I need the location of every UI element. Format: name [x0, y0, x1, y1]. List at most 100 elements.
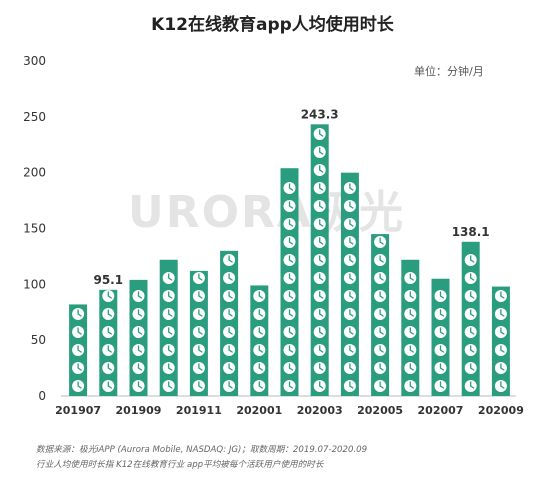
bar-202006 — [401, 259, 420, 396]
bar-202001 — [250, 285, 269, 396]
clock-hands — [228, 291, 233, 299]
x-tick-label: 202003 — [297, 404, 343, 417]
bar-201912 — [220, 250, 239, 396]
x-tick-label: 202005 — [357, 404, 403, 417]
clock-hands — [319, 183, 324, 191]
clock-hands — [77, 363, 82, 371]
clock-hands — [77, 345, 82, 353]
x-tick-label: 201909 — [116, 404, 162, 417]
clock-hands — [168, 309, 173, 317]
clock-hands — [379, 237, 384, 245]
y-tick-label: 50 — [31, 333, 46, 347]
y-tick-label: 250 — [23, 110, 46, 124]
clock-hands — [379, 381, 384, 389]
clock-hands — [319, 165, 324, 173]
clock-hands — [107, 381, 112, 389]
clock-hands — [319, 363, 324, 371]
clock-hands — [288, 345, 294, 353]
clock-hands — [137, 363, 143, 371]
clock-hands — [198, 345, 203, 353]
x-tick-label: 202009 — [478, 404, 524, 417]
clock-hands — [137, 345, 143, 353]
clock-hands — [439, 309, 445, 317]
clock-hands — [379, 255, 384, 263]
bar-201907 — [69, 304, 88, 396]
clock-hands — [319, 129, 324, 137]
clock-hands — [470, 273, 475, 281]
clock-hands — [228, 381, 233, 389]
clock-hands — [409, 309, 414, 317]
clock-hands — [288, 237, 294, 245]
data-label: 243.3 — [301, 107, 339, 121]
clock-hands — [137, 327, 143, 335]
clock-hands — [439, 363, 445, 371]
clock-hands — [107, 345, 112, 353]
clock-hands — [168, 273, 173, 281]
clock-hands — [168, 291, 173, 299]
clock-hands — [470, 381, 475, 389]
clock-hands — [349, 219, 354, 227]
footnote-definition: 行业人均使用时长指 K12在线教育行业 app平均被每个活跃用户使用的时长 — [36, 460, 324, 470]
clock-hands — [288, 309, 294, 317]
y-tick-label: 0 — [38, 389, 46, 403]
clock-hands — [107, 363, 112, 371]
bar-202005 — [371, 234, 390, 396]
clock-hands — [349, 291, 354, 299]
clock-hands — [379, 273, 384, 281]
clock-hands — [258, 291, 263, 299]
clock-hands — [319, 273, 324, 281]
bar-201908 — [99, 289, 118, 396]
clock-hands — [198, 381, 203, 389]
clock-hands — [228, 363, 233, 371]
clock-hands — [470, 255, 475, 263]
clock-hands — [379, 363, 384, 371]
clock-hands — [409, 363, 414, 371]
clock-hands — [77, 381, 82, 389]
clock-hands — [470, 309, 475, 317]
clock-hands — [228, 345, 233, 353]
clock-hands — [258, 309, 263, 317]
clock-hands — [319, 147, 324, 155]
clock-hands — [107, 327, 112, 335]
bar-202009 — [491, 286, 510, 396]
clock-hands — [500, 291, 505, 299]
clock-hands — [168, 345, 173, 353]
clock-hands — [409, 273, 414, 281]
clock-hands — [500, 345, 505, 353]
y-tick-label: 200 — [23, 166, 46, 180]
clock-hands — [77, 309, 82, 317]
clock-hands — [198, 363, 203, 371]
clock-hands — [77, 327, 82, 335]
clock-hands — [107, 291, 112, 299]
clock-hands — [470, 363, 475, 371]
bar-202003 — [310, 124, 329, 396]
data-label: 138.1 — [452, 225, 490, 239]
clock-hands — [349, 273, 354, 281]
clock-hands — [319, 309, 324, 317]
clock-hands — [379, 327, 384, 335]
bar-201909 — [129, 279, 148, 396]
clock-hands — [228, 327, 233, 335]
bar-202007 — [431, 278, 450, 396]
y-tick-label: 150 — [23, 222, 46, 236]
clock-hands — [319, 201, 324, 209]
clock-hands — [500, 363, 505, 371]
clock-hands — [349, 183, 354, 191]
bar — [491, 286, 510, 396]
bar — [250, 285, 269, 396]
clock-hands — [288, 201, 294, 209]
clock-hands — [198, 327, 203, 335]
clock-hands — [168, 381, 173, 389]
clock-hands — [409, 381, 414, 389]
y-tick-label: 300 — [23, 54, 46, 68]
data-label: 95.1 — [93, 273, 123, 287]
clock-hands — [349, 363, 354, 371]
bar-202004 — [340, 172, 359, 396]
clock-hands — [409, 327, 414, 335]
clock-hands — [439, 291, 445, 299]
clock-hands — [349, 327, 354, 335]
bar-202002 — [280, 168, 299, 396]
clock-hands — [349, 201, 354, 209]
unit-label: 单位：分钟/月 — [414, 65, 484, 78]
clock-hands — [439, 381, 445, 389]
